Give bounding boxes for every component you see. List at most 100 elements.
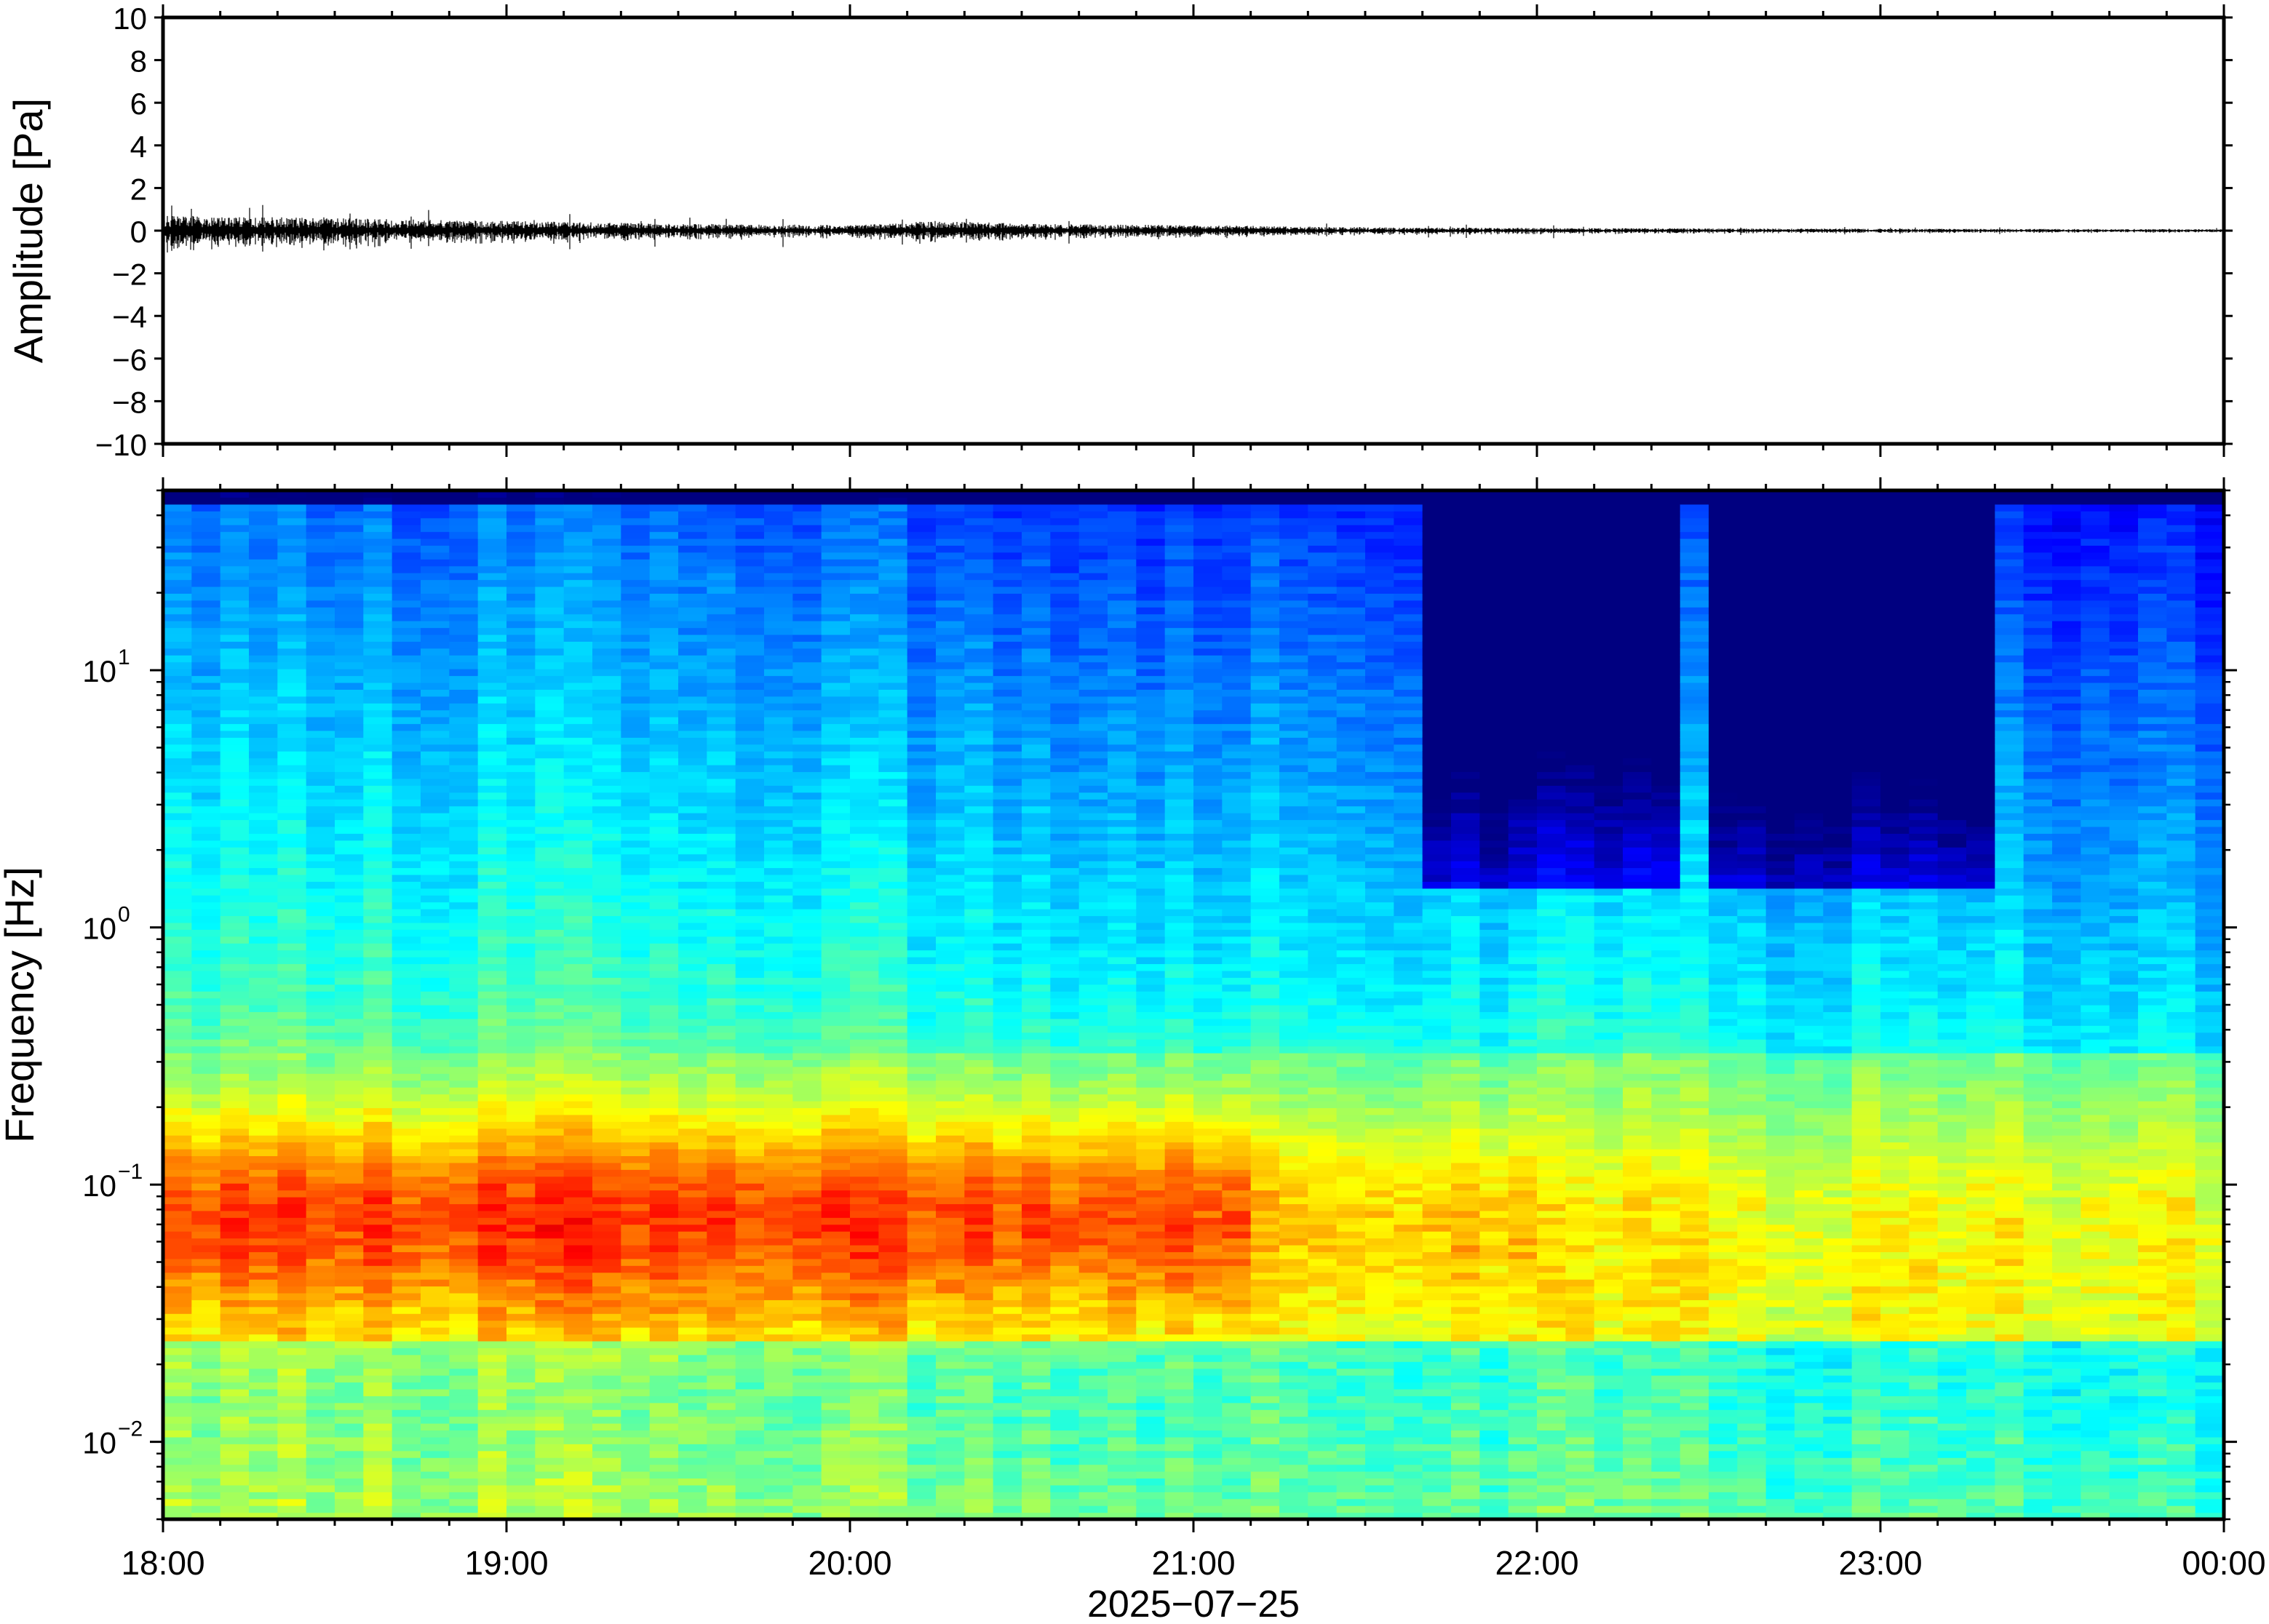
spectrogram-cell [249,573,278,581]
spectrogram-cell [1050,1492,1080,1500]
spectrogram-cell [363,1478,393,1486]
spectrogram-cell [306,627,335,635]
spectrogram-cell [592,785,621,793]
spectrogram-cell [707,1244,736,1252]
spectrogram-cell [621,970,651,978]
spectrogram-cell [1078,998,1108,1006]
spectrogram-cell [878,1073,908,1081]
spectrogram-cell [764,1279,793,1287]
spectrogram-cell [1050,545,1080,553]
spectrogram-cell [792,1272,822,1280]
spectrogram-cell [535,675,565,683]
spectrogram-cell [649,1251,679,1259]
spectrogram-cell [850,703,879,711]
spectrogram-cell [277,792,307,800]
spectrogram-cell [993,1011,1022,1019]
spectrogram-cell [563,943,593,951]
spectrogram-cell [707,751,736,759]
spectrogram-cell [392,1210,421,1218]
spectrogram-cell [1050,703,1080,711]
spectrogram-cell [277,1258,307,1266]
spectrogram-cell [1050,991,1080,999]
spectrogram-cell [1050,915,1080,923]
spectrogram-cell [678,943,707,951]
spectrogram-cell [735,1217,765,1225]
spectrogram-cell [449,1484,479,1492]
spectrogram-cell [907,1423,937,1431]
spectrogram-cell [764,703,793,711]
spectrogram-cell [850,1196,879,1204]
spectrogram-cell [563,613,593,621]
spectrogram-cell [878,696,908,704]
spectrogram-cell [535,943,565,951]
spectrogram-cell [592,737,621,745]
spectrogram-cell [764,1121,793,1129]
spectrogram-cell [277,1409,307,1417]
spectrogram-cell [678,799,707,807]
spectrogram-cell [592,1100,621,1108]
spectrogram-cell [306,943,335,951]
spectrogram-cell [421,613,450,621]
spectrogram-cell [506,1107,536,1115]
spectrogram-cell [335,1457,364,1465]
spectrogram-cell [850,737,879,745]
spectrogram-cell [477,573,507,581]
spectrogram-cell [592,1327,621,1335]
spectrogram-cell [249,957,278,965]
spectrogram-cell [335,607,364,615]
spectrogram-cell [449,497,479,505]
spectrogram-cell [764,792,793,800]
spectrogram-cell [764,1080,793,1088]
spectrogram-cell [163,853,192,861]
spectrogram-cell [249,627,278,635]
spectrogram-cell [249,1361,278,1369]
spectrogram-cell [707,497,736,505]
spectrogram-cell [535,703,565,711]
spectrogram-cell [1078,1196,1108,1204]
spectrogram-cell [363,669,393,677]
spectrogram-cell [821,1059,851,1067]
spectrogram-cell [1078,984,1108,992]
spectrogram-cell [191,723,221,731]
spectrogram-cell [363,627,393,635]
spectrogram-cell [1050,559,1080,567]
spectrogram-cell [421,1224,450,1232]
spectrogram-cell [163,689,192,697]
spectrogram-cell [392,963,421,971]
spectrogram-cell [936,1039,965,1047]
spectrogram-cell [678,682,707,690]
spectrogram-cell [421,1100,450,1108]
spectrogram-cell [764,943,793,951]
spectrogram-cell [535,1396,565,1404]
spectrogram-cell [735,1430,765,1438]
spectrogram-cell [1078,1457,1108,1465]
spectrogram-cell [792,1430,822,1438]
spectrogram-cell [421,943,450,951]
spectrogram-cell [764,1128,793,1136]
spectrogram-cell [163,1492,192,1500]
spectrogram-cell [621,840,651,848]
spectrogram-cell [621,689,651,697]
spectrogram-cell [1078,1224,1108,1232]
spectrogram-cell [621,1368,651,1376]
spectrogram-cell [1050,1512,1080,1519]
spectrogram-cell [421,1032,450,1040]
spectrogram-cell [535,1080,565,1088]
spectrogram-cell [220,936,250,944]
spectrogram-cell [993,1238,1022,1246]
spectrogram-cell [792,1402,822,1410]
spectrogram-cell [392,1052,421,1061]
spectrogram-cell [563,1231,593,1239]
spectrogram-cell [335,785,364,793]
spectrogram-cell [535,1155,565,1163]
spectrogram-cell [163,1251,192,1259]
spectrogram-cell [764,1190,793,1198]
spectrogram-cell [678,991,707,999]
spectrogram-cell [850,627,879,635]
spectrogram-cell [936,1190,965,1198]
spectrogram-cell [163,565,192,573]
spectrogram-cell [649,881,679,889]
spectrogram-cell [964,765,994,773]
spectrogram-cell [392,1046,421,1054]
spectrogram-cell [163,771,192,779]
